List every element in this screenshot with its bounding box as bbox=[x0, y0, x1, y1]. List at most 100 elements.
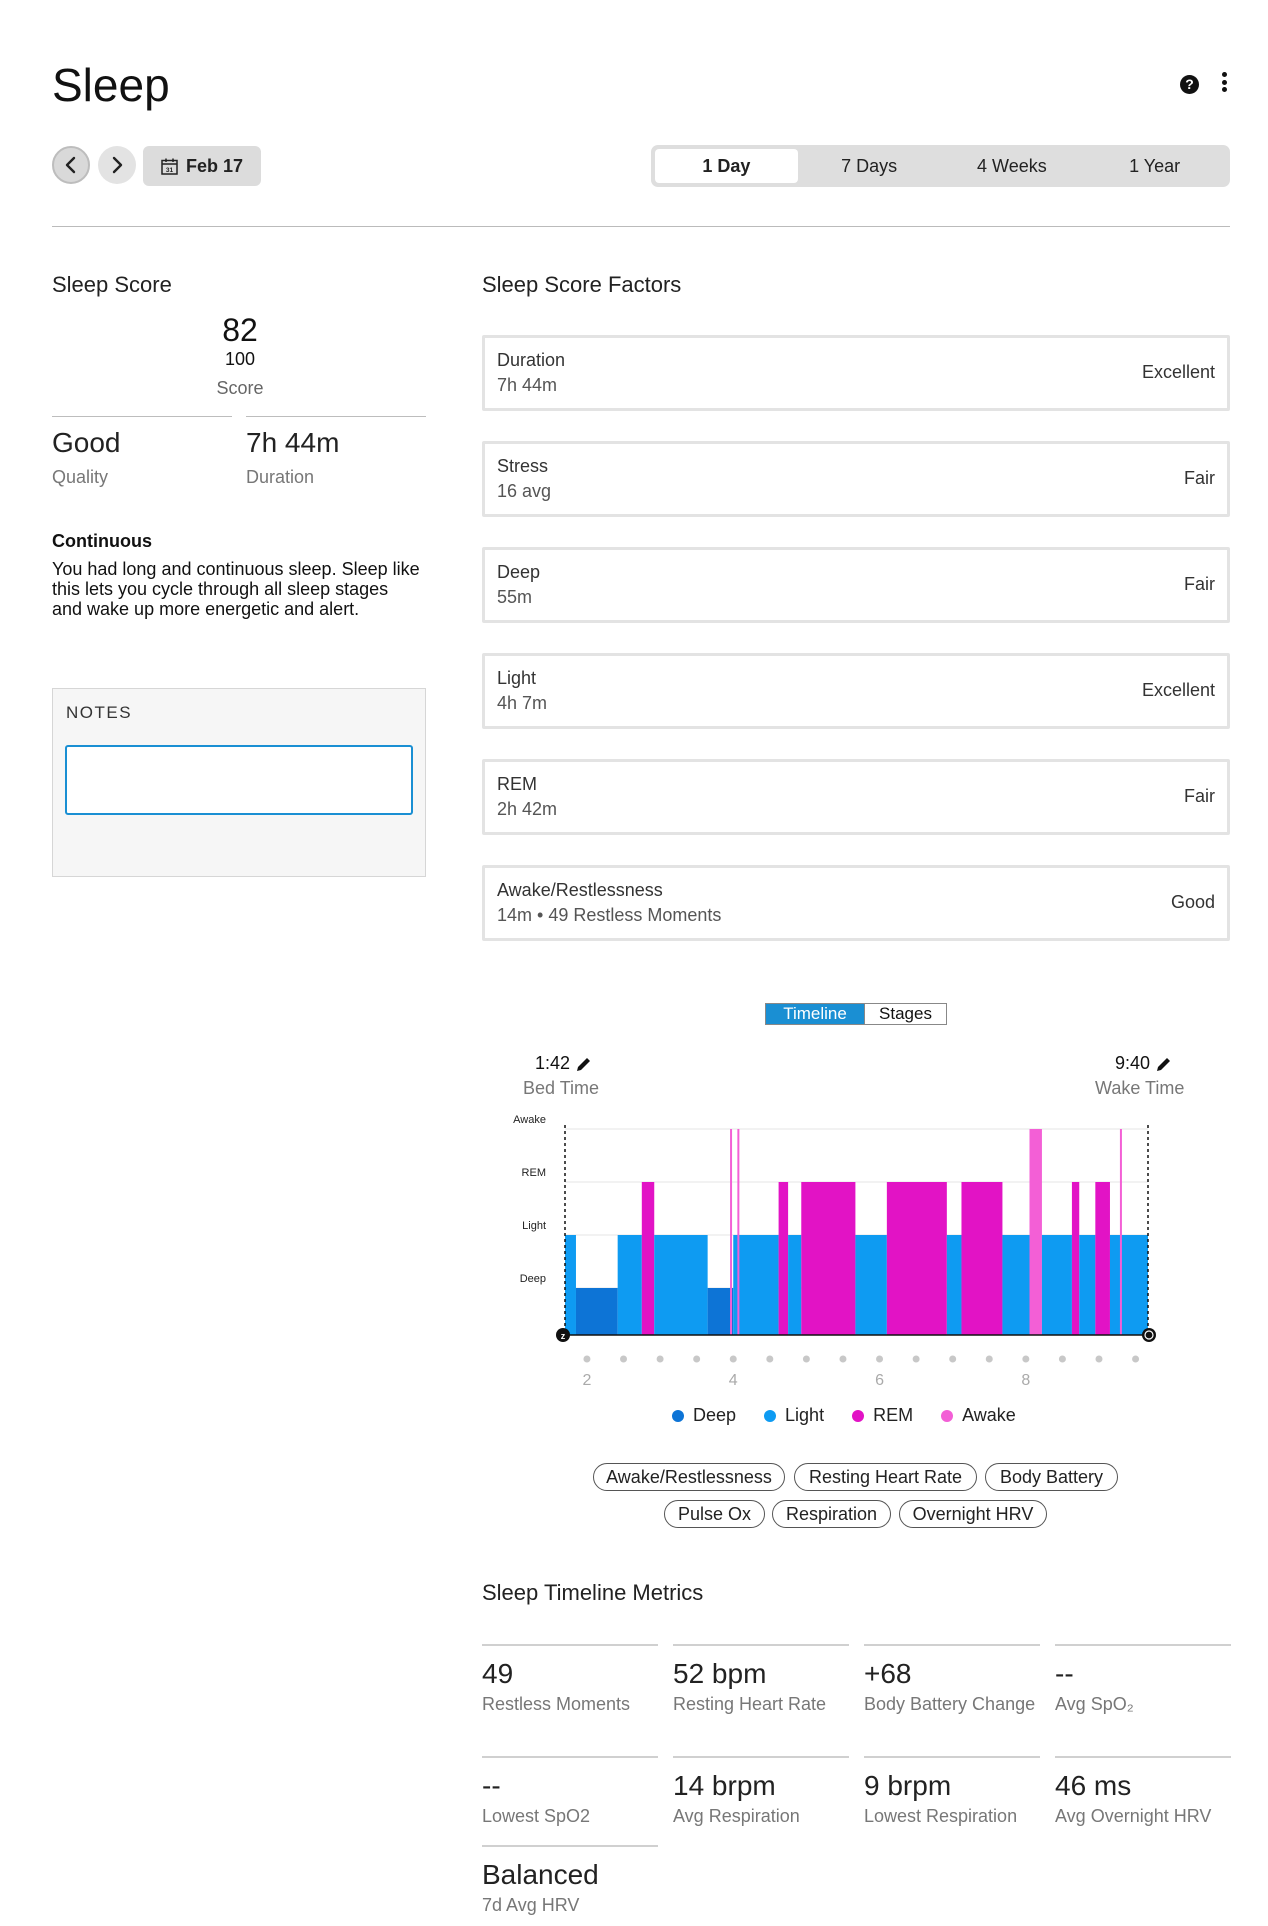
wake-time-edit[interactable]: 9:40 bbox=[1115, 1053, 1173, 1074]
factor-name: REM bbox=[497, 774, 537, 794]
metric-value: -- bbox=[1055, 1658, 1074, 1689]
next-day-button[interactable] bbox=[98, 146, 136, 184]
overlay-body-battery[interactable]: Body Battery bbox=[985, 1463, 1118, 1491]
chart-view-toggle: Timeline Stages bbox=[765, 1003, 947, 1025]
chevron-left-icon bbox=[65, 156, 76, 174]
factor-card-light[interactable]: Light 4h 7m Excellent bbox=[482, 653, 1230, 729]
factor-value: 2h 42m bbox=[497, 799, 558, 819]
metric-value: 46 ms bbox=[1055, 1770, 1132, 1801]
stage-bar-light bbox=[1109, 1235, 1148, 1335]
metric-label: Avg SpO₂ bbox=[1055, 1694, 1134, 1714]
tab-1-day[interactable]: 1 Day bbox=[655, 149, 798, 183]
stage-bar-light bbox=[1002, 1235, 1030, 1335]
metric-cell: -- Avg SpO₂ bbox=[1055, 1644, 1231, 1716]
x-tick-dot bbox=[802, 1355, 810, 1363]
metric-label: Avg Respiration bbox=[673, 1806, 800, 1826]
toggle-timeline[interactable]: Timeline bbox=[766, 1004, 864, 1024]
stage-bar-light bbox=[617, 1235, 642, 1335]
factor-value: 4h 7m bbox=[497, 693, 548, 713]
metric-divider bbox=[1055, 1756, 1231, 1758]
x-axis-ticks: 2 4 6 8 bbox=[582, 1355, 1140, 1389]
bed-time-edit[interactable]: 1:42 bbox=[535, 1053, 593, 1074]
overlay-respiration[interactable]: Respiration bbox=[772, 1500, 891, 1528]
previous-day-button[interactable] bbox=[52, 146, 90, 184]
overlay-overnight-hrv[interactable]: Overnight HRV bbox=[899, 1500, 1047, 1528]
quality-value: Good bbox=[52, 427, 121, 458]
notes-input[interactable] bbox=[65, 745, 413, 815]
x-tick-dot bbox=[949, 1355, 957, 1363]
stage-bar-rem bbox=[1095, 1182, 1110, 1335]
x-tick-dot bbox=[912, 1355, 920, 1363]
awake-markers bbox=[730, 1129, 1122, 1335]
stage-bar-light bbox=[1041, 1235, 1072, 1335]
date-picker-button[interactable]: 31 Feb 17 bbox=[143, 146, 261, 186]
sleep-summary-title: Continuous bbox=[52, 531, 152, 551]
sleep-start-icon: z bbox=[556, 1328, 570, 1342]
stage-bar-rem bbox=[801, 1182, 856, 1335]
metric-value: -- bbox=[482, 1770, 501, 1801]
y-axis-label-light: Light bbox=[522, 1220, 546, 1232]
metric-value: 52 bpm bbox=[673, 1658, 767, 1689]
metric-cell: 9 brpm Lowest Respiration bbox=[864, 1756, 1040, 1828]
stage-bar-light bbox=[654, 1235, 708, 1335]
metric-divider bbox=[673, 1644, 849, 1646]
sleep-score-value: 82 bbox=[222, 312, 258, 348]
overlay-pulse-ox[interactable]: Pulse Ox bbox=[664, 1500, 765, 1528]
tab-4-weeks[interactable]: 4 Weeks bbox=[977, 155, 1047, 176]
notes-label: NOTES bbox=[66, 703, 133, 722]
overlay-awake-restlessness[interactable]: Awake/Restlessness bbox=[593, 1463, 785, 1491]
metric-label: Lowest SpO2 bbox=[482, 1806, 591, 1826]
metric-value: 9 brpm bbox=[864, 1770, 952, 1801]
y-axis-label-deep: Deep bbox=[520, 1273, 546, 1285]
legend-rem: REM bbox=[852, 1405, 913, 1426]
metric-divider bbox=[482, 1756, 658, 1758]
factor-name: Stress bbox=[497, 456, 549, 476]
metric-divider bbox=[673, 1756, 849, 1758]
sleep-timeline-chart: Awake REM Light Deep z 2 4 6 8 bbox=[513, 1114, 1156, 1389]
toggle-stages[interactable]: Stages bbox=[864, 1004, 946, 1024]
factor-rating: Excellent bbox=[1141, 362, 1215, 382]
factor-value: 55m bbox=[497, 587, 533, 607]
overlay-resting-heart-rate[interactable]: Resting Heart Rate bbox=[794, 1463, 977, 1491]
tab-7-days[interactable]: 7 Days bbox=[841, 155, 898, 176]
metric-label: 7d Avg HRV bbox=[482, 1895, 580, 1915]
stage-bar-deep bbox=[575, 1288, 618, 1335]
x-tick-label: 6 bbox=[875, 1372, 884, 1389]
x-tick-label: 8 bbox=[1021, 1372, 1030, 1389]
metric-cell: 46 ms Avg Overnight HRV bbox=[1055, 1756, 1231, 1828]
factor-card-awake[interactable]: Awake/Restlessness 14m • 49 Restless Mom… bbox=[482, 865, 1230, 941]
factor-card-stress[interactable]: Stress 16 avg Fair bbox=[482, 441, 1230, 517]
metric-label: Resting Heart Rate bbox=[673, 1694, 827, 1714]
legend-light: Light bbox=[764, 1405, 824, 1426]
stage-bar-light bbox=[855, 1235, 887, 1335]
metric-value: 14 brpm bbox=[673, 1770, 776, 1801]
metric-divider bbox=[864, 1644, 1040, 1646]
metric-cell: 52 bpm Resting Heart Rate bbox=[673, 1644, 849, 1716]
factor-card-rem[interactable]: REM 2h 42m Fair bbox=[482, 759, 1230, 835]
legend-dot-deep bbox=[672, 1409, 684, 1422]
factor-rating: Good bbox=[1170, 892, 1215, 912]
selected-date: Feb 17 bbox=[185, 155, 244, 176]
metric-divider bbox=[482, 1845, 658, 1847]
metric-divider bbox=[482, 1644, 658, 1646]
score-divider-left bbox=[52, 416, 232, 417]
factor-card-deep[interactable]: Deep 55m Fair bbox=[482, 547, 1230, 623]
factor-rating: Fair bbox=[1184, 574, 1215, 594]
sleep-score-max: 100 bbox=[224, 349, 256, 369]
stage-bar-light bbox=[788, 1235, 802, 1335]
help-icon[interactable]: ? bbox=[1180, 75, 1199, 94]
factor-name: Awake/Restlessness bbox=[497, 880, 663, 900]
stage-bar-light bbox=[946, 1235, 962, 1335]
metric-label: Lowest Respiration bbox=[864, 1806, 1018, 1826]
sleep-summary-text: You had long and continuous sleep. Sleep… bbox=[52, 559, 420, 619]
metric-cell: -- Lowest SpO2 bbox=[482, 1756, 658, 1828]
metric-label: Restless Moments bbox=[482, 1694, 631, 1714]
factor-rating: Excellent bbox=[1141, 680, 1215, 700]
stage-bar-deep bbox=[707, 1288, 734, 1335]
metrics-heading: Sleep Timeline Metrics bbox=[482, 1580, 704, 1605]
legend-label: Light bbox=[785, 1405, 825, 1425]
sleep-score-label: Score bbox=[216, 378, 264, 398]
factor-card-duration[interactable]: Duration 7h 44m Excellent bbox=[482, 335, 1230, 411]
more-options-icon[interactable] bbox=[1219, 70, 1229, 94]
tab-1-year[interactable]: 1 Year bbox=[1129, 155, 1181, 176]
